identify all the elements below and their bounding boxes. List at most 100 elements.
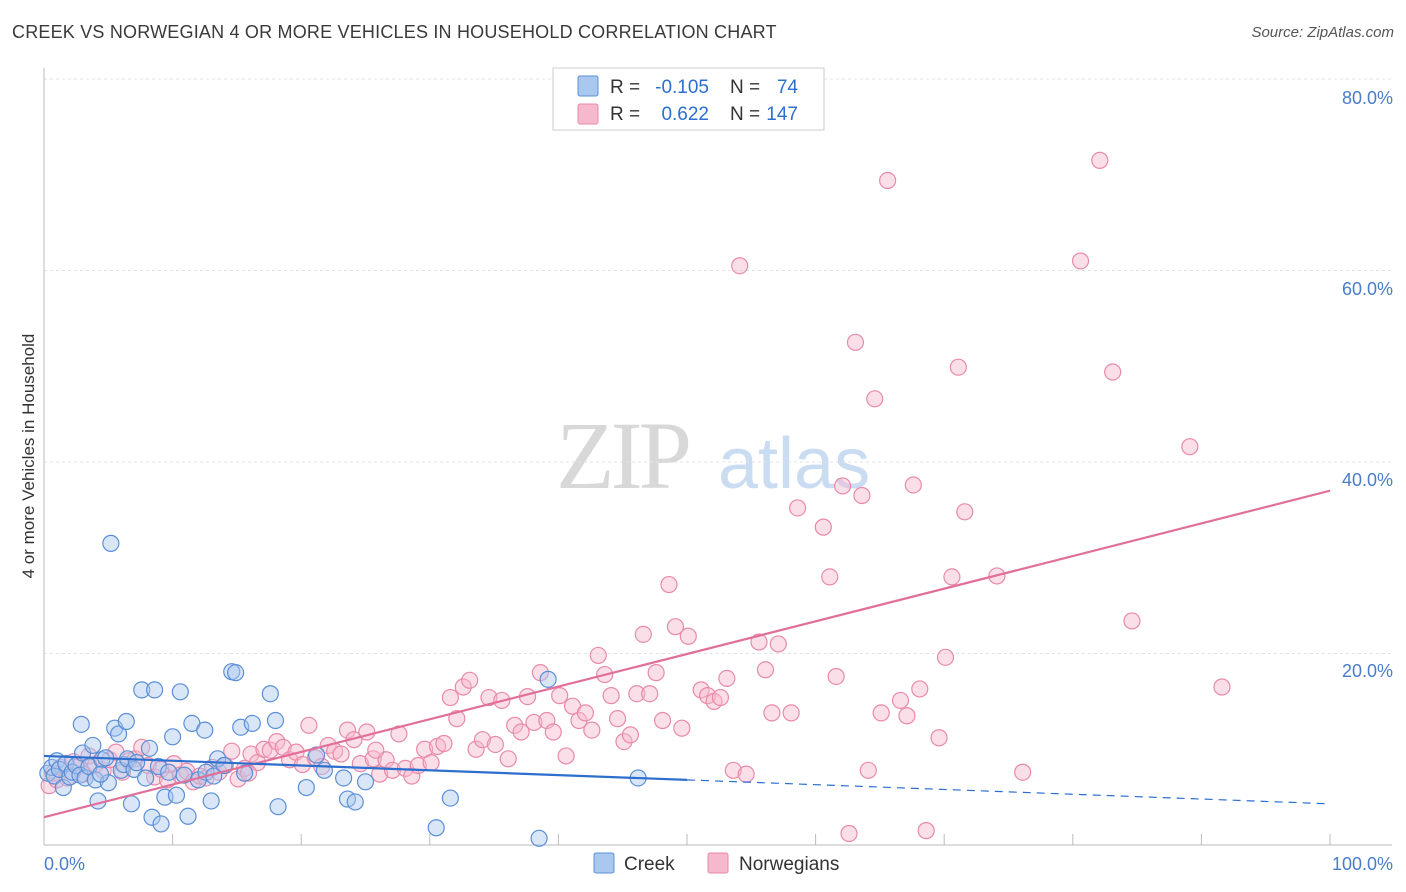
norwegians-point-36 [261, 741, 279, 759]
norwegians-point-136 [956, 503, 974, 521]
norwegians-point-116 [814, 518, 832, 536]
norwegians-point-73 [499, 750, 517, 768]
norwegians-point-74 [506, 716, 524, 734]
creek-point-14 [84, 736, 102, 755]
creek-point-72 [91, 765, 110, 783]
grid-lines [44, 78, 1392, 654]
norwegians-point-125 [872, 704, 890, 722]
creek-r-label: R = [610, 77, 640, 98]
y-tick-labels: 80.0% 60.0% 40.0% 20.0% [1342, 88, 1393, 681]
norwegians-point-82 [557, 747, 575, 765]
norwegians-point-127 [891, 691, 910, 710]
norwegians-point-70 [480, 688, 498, 707]
creek-point-66 [530, 829, 548, 847]
creek-point-46 [202, 792, 220, 810]
norwegians-point-144 [1213, 678, 1231, 696]
creek-point-62 [346, 793, 364, 811]
norwegians-r-label: R = [610, 104, 640, 125]
norwegians-point-106 [718, 669, 736, 687]
creek-point-10 [71, 766, 89, 784]
creek-point-60 [335, 769, 353, 787]
norwegians-point-68 [467, 740, 485, 758]
norwegians-point-122 [853, 486, 871, 505]
legend-norwegians-label: Norwegians [739, 854, 839, 875]
y-tick-label-40: 40.0% [1342, 470, 1393, 490]
creek-point-16 [89, 792, 107, 810]
norwegians-point-128 [898, 707, 916, 725]
legend-creek-swatch [593, 852, 615, 874]
creek-point-63 [356, 773, 375, 791]
norwegians-point-120 [840, 824, 858, 843]
creek-point-40 [171, 683, 189, 701]
norwegians-point-138 [1014, 763, 1032, 781]
norwegians-point-141 [1104, 363, 1122, 381]
norwegians-point-101 [679, 627, 697, 645]
norwegians-point-35 [255, 740, 273, 758]
norwegians-point-113 [769, 635, 787, 653]
series-legend: Creek Norwegians [593, 852, 839, 875]
norwegians-point-95 [641, 685, 659, 703]
y-axis-label: 4 or more Vehicles in Household [19, 334, 38, 579]
norwegians-point-130 [911, 680, 929, 698]
norwegians-point-87 [589, 646, 607, 665]
creek-point-73 [117, 712, 135, 731]
norwegians-point-71 [486, 735, 504, 754]
norwegians-point-111 [756, 661, 775, 679]
creek-point-54 [261, 685, 279, 703]
norwegians-point-81 [551, 687, 569, 705]
norwegians-point-146 [367, 741, 385, 759]
norwegians-point-93 [628, 685, 646, 703]
creek-point-27 [125, 760, 143, 778]
norwegians-point-77 [525, 713, 543, 732]
norwegians-legend-swatch [577, 103, 599, 125]
norwegians-point-96 [647, 664, 665, 682]
creek-point-26 [122, 795, 141, 813]
norwegians-point-56 [390, 725, 408, 743]
norwegians-point-139 [1071, 252, 1090, 270]
norwegians-point-99 [666, 618, 685, 636]
norwegians-point-33 [242, 745, 260, 763]
watermark: ZIP atlas [556, 402, 870, 509]
creek-point-42 [179, 807, 197, 825]
creek-point-59 [315, 761, 333, 779]
creek-points [39, 534, 647, 847]
creek-point-56 [269, 798, 287, 816]
norwegians-point-75 [512, 723, 530, 741]
y-tick-label-80: 80.0% [1342, 88, 1393, 108]
norwegians-point-123 [859, 761, 877, 779]
creek-point-32 [143, 808, 161, 826]
creek-n-value: 74 [777, 77, 799, 98]
norwegians-point-103 [698, 687, 717, 705]
norwegians-point-117 [821, 568, 839, 586]
norwegians-point-118 [827, 667, 845, 686]
norwegians-point-80 [544, 723, 562, 741]
norwegians-point-100 [673, 719, 691, 737]
norwegians-r-value: 0.622 [661, 104, 709, 125]
norwegians-point-69 [473, 731, 492, 749]
legend-creek-label: Creek [624, 854, 675, 875]
norwegians-point-42 [300, 716, 318, 734]
creek-point-39 [167, 786, 186, 804]
norwegians-point-143 [1181, 438, 1199, 456]
creek-point-38 [164, 728, 182, 746]
norwegians-point-66 [454, 678, 472, 696]
norwegians-point-129 [904, 476, 922, 494]
norwegians-point-133 [936, 648, 955, 666]
creek-point-35 [152, 815, 170, 833]
norwegians-point-140 [1091, 151, 1109, 169]
norwegians-point-94 [634, 625, 652, 643]
norwegians-point-119 [834, 477, 852, 495]
norwegians-point-134 [943, 568, 961, 586]
norwegians-point-48 [338, 721, 357, 739]
norwegians-n-label: N = [730, 104, 760, 125]
creek-point-67 [539, 670, 557, 688]
creek-point-34 [149, 757, 168, 776]
trend-lines [43, 489, 1331, 819]
norwegians-point-131 [917, 822, 935, 840]
creek-point-29 [133, 681, 151, 699]
norwegians-point-124 [866, 390, 884, 408]
norwegians-point-63 [435, 734, 453, 753]
norwegians-point-107 [724, 761, 742, 779]
norwegians-point-53 [371, 765, 389, 783]
watermark-zip: ZIP [556, 402, 689, 509]
